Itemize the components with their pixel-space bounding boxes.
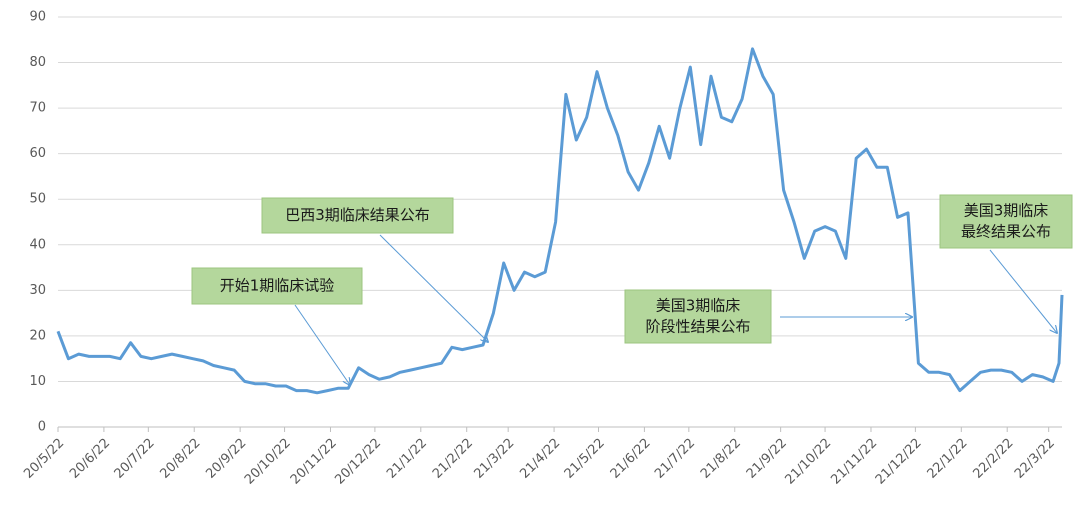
y-tick-label: 20 <box>29 328 46 343</box>
x-tick-label: 21/8/22 <box>698 436 744 482</box>
annotation-text: 开始1期临床试验 <box>220 277 335 295</box>
annotation-text: 美国3期临床 <box>656 297 741 315</box>
x-tick-label: 21/12/22 <box>873 436 925 488</box>
x-tick-label: 20/11/22 <box>288 436 340 488</box>
y-tick-label: 80 <box>29 55 46 70</box>
x-tick-label: 20/6/22 <box>67 436 113 482</box>
x-tick-label: 20/12/22 <box>332 436 384 488</box>
annotation-box <box>939 194 1073 249</box>
y-tick-label: 30 <box>29 283 46 298</box>
y-tick-label: 60 <box>29 146 46 161</box>
x-tick-label: 20/5/22 <box>21 436 67 482</box>
x-tick-label: 22/3/22 <box>1012 436 1058 482</box>
annotation-arrow <box>294 304 350 385</box>
x-tick-label: 20/7/22 <box>112 436 158 482</box>
annotation-arrow <box>379 234 488 342</box>
x-tick-label: 22/2/22 <box>970 436 1016 482</box>
x-tick-label: 21/7/22 <box>652 436 698 482</box>
x-tick-label: 21/11/22 <box>828 436 880 488</box>
annotation-text: 美国3期临床 <box>964 202 1049 220</box>
y-tick-label: 0 <box>38 420 46 435</box>
x-tick-label: 21/3/22 <box>471 436 517 482</box>
annotation-box <box>191 267 363 305</box>
annotation-box <box>624 289 772 344</box>
y-tick-label: 90 <box>29 10 46 25</box>
annotation-text: 最终结果公布 <box>961 223 1051 241</box>
annotation-text: 巴西3期临床结果公布 <box>285 206 430 224</box>
annotation-text: 阶段性结果公布 <box>645 318 750 336</box>
annotation-arrow <box>989 249 1057 333</box>
x-tick-label: 20/8/22 <box>157 436 203 482</box>
x-tick-label: 21/6/22 <box>608 436 654 482</box>
x-tick-label: 20/10/22 <box>242 436 294 488</box>
x-tick-label: 21/2/22 <box>430 436 476 482</box>
x-tick-label: 21/4/22 <box>517 436 563 482</box>
x-tick-label: 21/5/22 <box>562 436 608 482</box>
x-tick-label: 20/9/22 <box>203 436 249 482</box>
x-tick-label: 21/10/22 <box>782 436 834 488</box>
y-tick-label: 40 <box>29 237 46 252</box>
annotation-box <box>261 197 454 234</box>
x-tick-label: 21/9/22 <box>744 436 790 482</box>
data-line <box>56 47 1064 395</box>
x-tick-label: 21/1/22 <box>384 436 430 482</box>
y-tick-label: 70 <box>29 101 46 116</box>
x-tick-label: 22/1/22 <box>925 436 971 482</box>
y-tick-label: 50 <box>29 192 46 207</box>
y-tick-label: 10 <box>29 374 46 389</box>
